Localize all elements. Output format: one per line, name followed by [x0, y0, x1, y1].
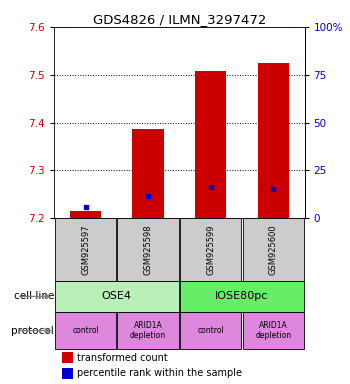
Text: ARID1A
depletion: ARID1A depletion	[255, 321, 291, 340]
Text: OSE4: OSE4	[102, 291, 132, 301]
Text: protocol: protocol	[12, 326, 54, 336]
Bar	[55, 312, 116, 349]
Bar	[180, 312, 241, 349]
Text: cell line: cell line	[14, 291, 54, 301]
Bar	[55, 281, 179, 312]
Bar	[243, 218, 304, 281]
Bar	[180, 218, 241, 281]
Bar	[243, 312, 304, 349]
Text: control: control	[197, 326, 224, 335]
Bar	[258, 63, 289, 218]
Bar	[195, 71, 226, 218]
Bar	[62, 368, 73, 379]
Bar	[180, 281, 304, 312]
Bar	[55, 218, 116, 281]
Text: control: control	[72, 326, 99, 335]
Text: transformed count: transformed count	[77, 353, 168, 362]
Bar	[118, 218, 179, 281]
Text: GSM925599: GSM925599	[206, 224, 215, 275]
Text: GSM925598: GSM925598	[144, 224, 153, 275]
Bar	[62, 352, 73, 363]
Text: IOSE80pc: IOSE80pc	[215, 291, 269, 301]
Text: ARID1A
depletion: ARID1A depletion	[130, 321, 166, 340]
Bar	[118, 312, 179, 349]
Title: GDS4826 / ILMN_3297472: GDS4826 / ILMN_3297472	[93, 13, 266, 26]
Text: GSM925597: GSM925597	[81, 224, 90, 275]
Bar	[70, 212, 101, 218]
Text: GSM925600: GSM925600	[269, 224, 278, 275]
Bar	[132, 129, 164, 218]
Text: percentile rank within the sample: percentile rank within the sample	[77, 368, 242, 378]
